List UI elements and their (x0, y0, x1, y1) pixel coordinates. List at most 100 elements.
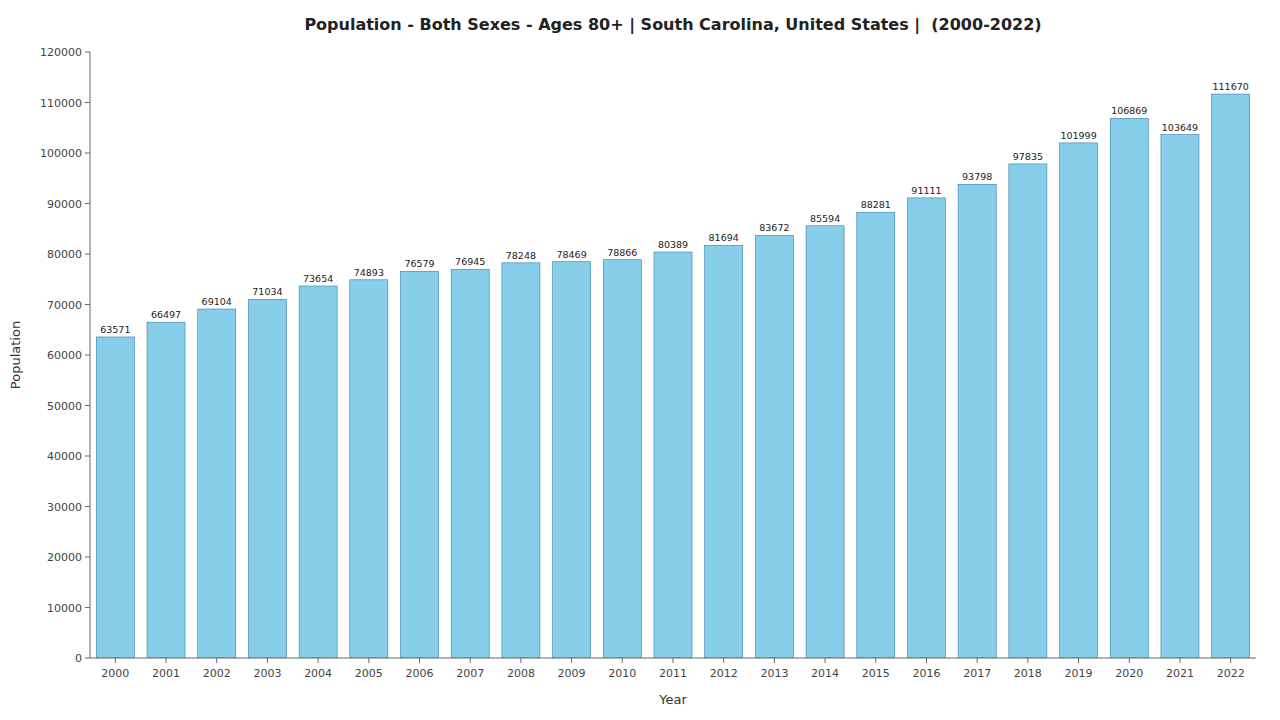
x-tick (875, 658, 876, 663)
data-label: 97835 (1013, 151, 1043, 162)
x-tick (622, 658, 623, 663)
x-tick-label: 2020 (1115, 667, 1143, 680)
y-tick (85, 355, 90, 356)
bar (553, 262, 591, 658)
data-label: 66497 (151, 309, 181, 320)
y-tick-label: 100000 (40, 147, 82, 160)
x-tick-label: 2016 (912, 667, 940, 680)
bar (451, 269, 489, 658)
y-tick-label: 90000 (47, 198, 82, 211)
x-tick (419, 658, 420, 663)
bar (857, 212, 895, 658)
x-tick (825, 658, 826, 663)
x-tick-label: 2010 (608, 667, 636, 680)
x-tick-label: 2001 (152, 667, 180, 680)
x-tick (166, 658, 167, 663)
bar (654, 252, 692, 658)
y-tick (85, 658, 90, 659)
data-label: 63571 (100, 324, 130, 335)
data-label: 91111 (911, 185, 941, 196)
y-tick (85, 102, 90, 103)
y-tick (85, 203, 90, 204)
x-tick-label: 2014 (811, 667, 839, 680)
y-axis-line (90, 52, 91, 658)
bar (1060, 143, 1098, 658)
bar (603, 260, 641, 658)
data-label: 78248 (506, 250, 536, 261)
y-tick (85, 456, 90, 457)
x-tick (1129, 658, 1130, 663)
bar (198, 309, 236, 658)
data-label: 74893 (354, 267, 384, 278)
data-label: 93798 (962, 171, 992, 182)
x-tick (1027, 658, 1028, 663)
data-label: 71034 (252, 286, 282, 297)
y-tick-label: 10000 (47, 602, 82, 615)
x-tick (673, 658, 674, 663)
y-tick-label: 40000 (47, 450, 82, 463)
x-tick (774, 658, 775, 663)
data-label: 88281 (861, 199, 891, 210)
x-tick (571, 658, 572, 663)
data-label: 85594 (810, 213, 840, 224)
chart: Population - Both Sexes - Ages 80+ | Sou… (0, 0, 1280, 720)
data-label: 111670 (1213, 81, 1249, 92)
y-tick (85, 557, 90, 558)
bar (147, 322, 185, 658)
x-tick (1230, 658, 1231, 663)
x-tick-label: 2006 (406, 667, 434, 680)
y-tick-label: 30000 (47, 501, 82, 514)
x-tick (267, 658, 268, 663)
x-tick-label: 2019 (1065, 667, 1093, 680)
x-tick-label: 2021 (1166, 667, 1194, 680)
bar (806, 226, 844, 658)
data-label: 80389 (658, 239, 688, 250)
x-tick-label: 2015 (862, 667, 890, 680)
y-tick-label: 20000 (47, 551, 82, 564)
bar (502, 263, 540, 658)
data-label: 69104 (202, 296, 232, 307)
x-tick (115, 658, 116, 663)
y-axis-label: Population (8, 321, 23, 389)
bar (755, 235, 793, 658)
bar (96, 337, 134, 658)
bar (705, 245, 743, 658)
data-label: 103649 (1162, 122, 1198, 133)
x-tick-label: 2009 (558, 667, 586, 680)
x-tick-label: 2004 (304, 667, 332, 680)
x-tick-label: 2000 (101, 667, 129, 680)
data-label: 78866 (607, 247, 637, 258)
x-tick (318, 658, 319, 663)
bar (1161, 135, 1199, 658)
data-label: 83672 (759, 222, 789, 233)
x-tick-label: 2013 (760, 667, 788, 680)
x-tick-label: 2012 (710, 667, 738, 680)
y-tick (85, 304, 90, 305)
x-tick (926, 658, 927, 663)
x-tick-label: 2022 (1217, 667, 1245, 680)
x-tick (977, 658, 978, 663)
y-tick (85, 607, 90, 608)
y-tick (85, 254, 90, 255)
data-label: 78469 (556, 249, 586, 260)
y-tick-label: 110000 (40, 97, 82, 110)
y-tick-label: 70000 (47, 299, 82, 312)
data-label: 101999 (1060, 130, 1096, 141)
y-tick (85, 405, 90, 406)
x-tick (470, 658, 471, 663)
bar (248, 299, 286, 658)
bar (350, 280, 388, 658)
x-tick-label: 2005 (355, 667, 383, 680)
y-tick-label: 80000 (47, 248, 82, 261)
x-axis-line (90, 658, 1256, 659)
bar (1009, 164, 1047, 658)
bar (299, 286, 337, 658)
data-label: 76945 (455, 256, 485, 267)
y-tick (85, 153, 90, 154)
bars (96, 94, 1249, 658)
x-tick-label: 2003 (253, 667, 281, 680)
y-tick-label: 60000 (47, 349, 82, 362)
data-label: 81694 (709, 232, 739, 243)
x-tick (1078, 658, 1079, 663)
y-tick (85, 52, 90, 53)
